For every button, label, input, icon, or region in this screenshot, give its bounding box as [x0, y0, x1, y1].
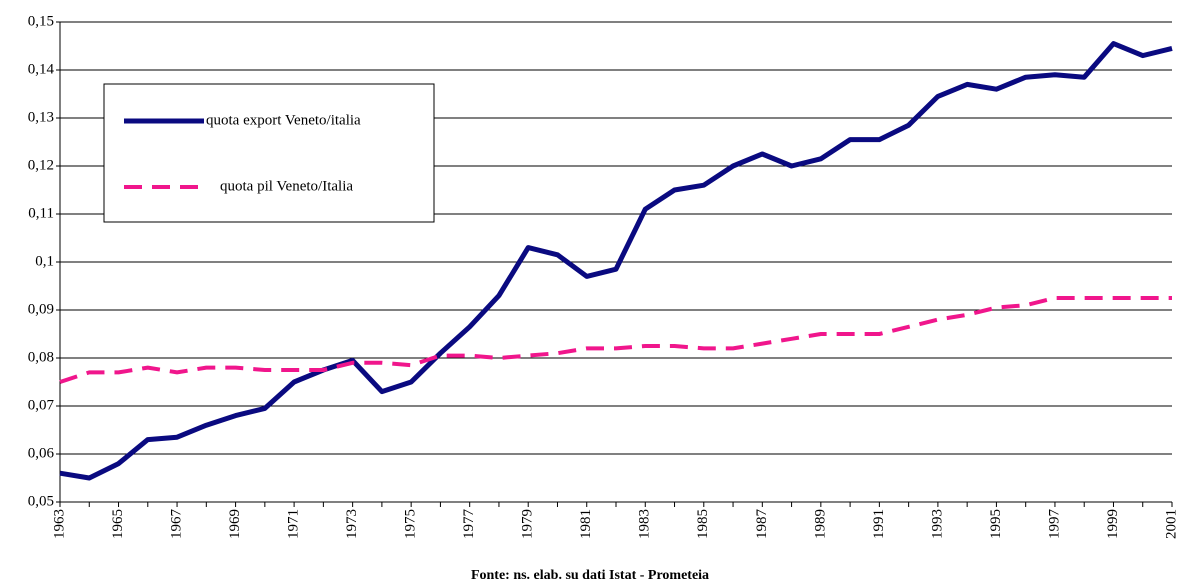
x-axis-label: Fonte: ns. elab. su dati Istat - Promete… [471, 568, 709, 583]
x-tick-label: 1971 [286, 509, 302, 539]
y-tick-label: 0,08 [28, 349, 54, 365]
y-tick-label: 0,05 [28, 493, 54, 509]
legend-label: quota export Veneto/italia [206, 112, 361, 128]
x-tick-label: 1983 [637, 509, 653, 539]
x-tick-label: 1997 [1046, 509, 1062, 540]
y-tick-label: 0,15 [28, 13, 54, 29]
x-tick-label: 1999 [1105, 509, 1121, 539]
x-tick-label: 1965 [110, 509, 126, 539]
y-tick-label: 0,11 [28, 205, 54, 221]
x-tick-label: 1977 [461, 509, 477, 540]
x-tick-label: 1987 [754, 509, 770, 540]
y-tick-label: 0,07 [28, 397, 55, 413]
x-tick-label: 1989 [812, 509, 828, 539]
line-series [59, 296, 1172, 384]
x-tick-label: 1995 [988, 509, 1004, 539]
x-tick-label: 1963 [51, 509, 67, 539]
y-tick-label: 0,12 [28, 157, 54, 173]
y-tick-label: 0,13 [28, 109, 54, 125]
x-tick-label: 2001 [1163, 509, 1179, 539]
line-series [59, 41, 1173, 481]
x-tick-label: 1969 [227, 509, 243, 539]
y-tick-label: 0,14 [28, 61, 55, 77]
x-tick-label: 1993 [929, 509, 945, 539]
legend-label: quota pil Veneto/Italia [220, 178, 353, 194]
x-tick-label: 1979 [520, 509, 536, 539]
y-tick-label: 0,06 [28, 445, 55, 461]
x-tick-label: 1975 [403, 509, 419, 539]
legend-box [103, 83, 435, 223]
x-tick-label: 1991 [871, 509, 887, 539]
x-tick-label: 1967 [168, 509, 184, 540]
x-tick-label: 1981 [578, 509, 594, 539]
x-tick-label: 1985 [695, 509, 711, 539]
y-tick-label: 0,09 [28, 301, 54, 317]
x-tick-label: 1973 [344, 509, 360, 539]
y-tick-label: 0,1 [35, 253, 54, 269]
